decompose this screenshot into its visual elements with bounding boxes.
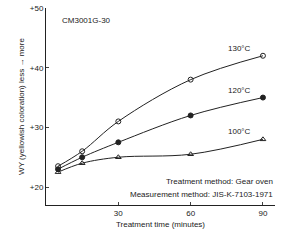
svg-text:Treatment time (minutes): Treatment time (minutes) (116, 220, 205, 229)
svg-text:90: 90 (258, 209, 267, 218)
svg-text:Measurement method: JIS-K-7103: Measurement method: JIS-K-7103-1971 (130, 190, 273, 199)
svg-text:WY (yellowish coloration) less: WY (yellowish coloration) less → more (17, 38, 26, 175)
svg-text:+20: +20 (30, 183, 44, 192)
svg-text:100°C: 100°C (228, 127, 251, 136)
svg-text:30: 30 (114, 209, 123, 218)
svg-text:60: 60 (186, 209, 195, 218)
svg-text:CM3001G-30: CM3001G-30 (62, 16, 111, 25)
svg-text:120°C: 120°C (228, 86, 251, 95)
svg-text:Treatment method: Gear oven: Treatment method: Gear oven (166, 177, 273, 186)
svg-text:+50: +50 (30, 4, 44, 13)
svg-text:+30: +30 (30, 123, 44, 132)
svg-text:+40: +40 (30, 63, 44, 72)
svg-text:130°C: 130°C (228, 44, 251, 53)
